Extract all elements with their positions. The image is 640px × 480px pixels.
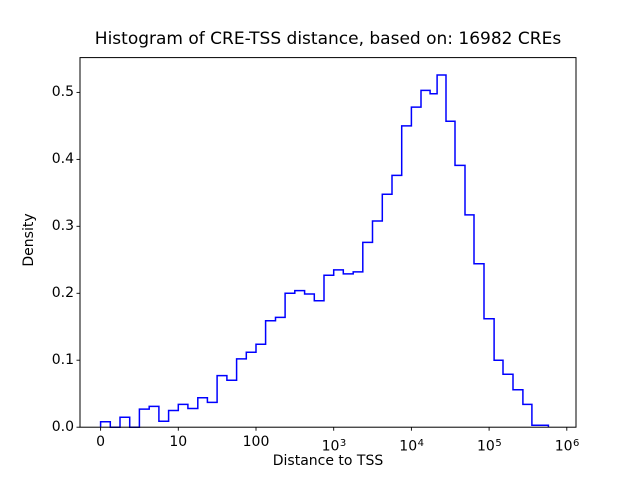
axes-frame [79,57,577,428]
x-tick-exponent: 5 [495,438,502,449]
x-tick-label: 105 [476,438,502,455]
x-tick-label: 100 [242,434,270,450]
x-tick-exponent: 3 [339,438,347,449]
y-tick-label: 0.4 [51,150,74,167]
x-tick-label: 10 [169,434,188,450]
y-tick-label: 0.5 [51,83,74,100]
y-tick-label: 0.1 [51,351,74,368]
x-tick-label: 106 [554,438,580,455]
y-tick-label: 0.3 [51,217,74,234]
chart-title: Histogram of CRE-TSS distance, based on:… [94,29,562,49]
x-axis-label: Distance to TSS [272,453,384,469]
x-tick-exponent: 4 [417,438,424,449]
x-tick-label: 104 [399,438,424,455]
x-tick-label: 103 [321,438,347,455]
y-tick-label: 0.0 [51,418,74,435]
x-tick-exponent: 6 [573,438,580,449]
y-tick-label: 0.2 [51,284,74,301]
histogram-step-line [99,74,550,428]
y-axis-label: Density [21,213,37,267]
x-tick-label: 0 [96,434,106,450]
